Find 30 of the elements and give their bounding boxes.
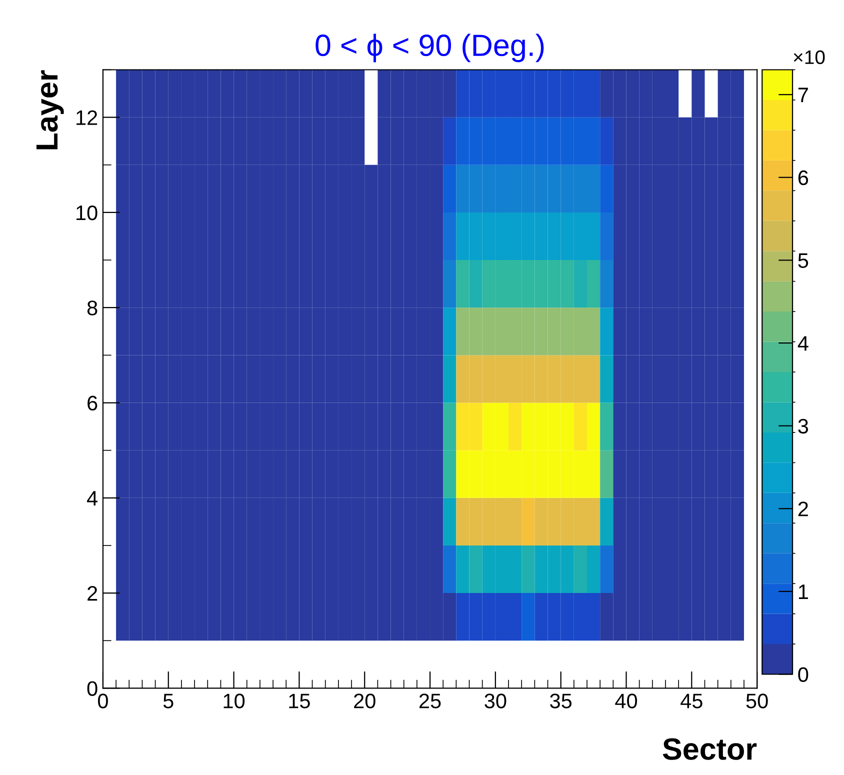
color-bar-label: 0 bbox=[798, 667, 808, 682]
y-tick-label: 6 bbox=[88, 396, 98, 411]
y-tick-label: 8 bbox=[87, 300, 98, 316]
x-tick-label: 35 bbox=[550, 694, 572, 708]
chart-title: 0 < ϕ < 90 (Deg.) bbox=[316, 34, 544, 62]
y-tick-label: 12 bbox=[76, 110, 98, 125]
x-tick-label: 5 bbox=[163, 694, 174, 708]
color-bar-label: 3 bbox=[798, 418, 808, 434]
color-bar-label: 1 bbox=[798, 584, 808, 599]
x-tick-label: 25 bbox=[419, 694, 441, 708]
y-tick-label: 0 bbox=[87, 681, 98, 696]
color-bar-title: ×10 bbox=[794, 50, 825, 64]
color-bar-label: 7 bbox=[798, 88, 808, 102]
y-tick-label: 4 bbox=[87, 491, 98, 506]
x-tick-label: 10 bbox=[224, 694, 245, 708]
x-tick-label: 15 bbox=[289, 694, 310, 708]
x-tick-label: 40 bbox=[615, 694, 638, 708]
x-tick-label: 30 bbox=[484, 694, 506, 708]
x-axis-title: Sector bbox=[662, 738, 757, 760]
color-bar-label: 2 bbox=[798, 502, 808, 516]
x-tick-label: 0 bbox=[98, 694, 108, 708]
y-tick-label: 2 bbox=[88, 586, 98, 601]
x-tick-label: 45 bbox=[680, 694, 702, 708]
x-tick-label: 50 bbox=[746, 694, 768, 708]
color-bar-label: 4 bbox=[798, 336, 808, 351]
y-axis-title: Layer bbox=[36, 70, 64, 150]
y-tick-label: 10 bbox=[76, 205, 98, 220]
x-tick-label: 20 bbox=[354, 694, 376, 708]
color-bar-label: 5 bbox=[798, 253, 808, 268]
color-bar-label: 6 bbox=[798, 170, 808, 186]
